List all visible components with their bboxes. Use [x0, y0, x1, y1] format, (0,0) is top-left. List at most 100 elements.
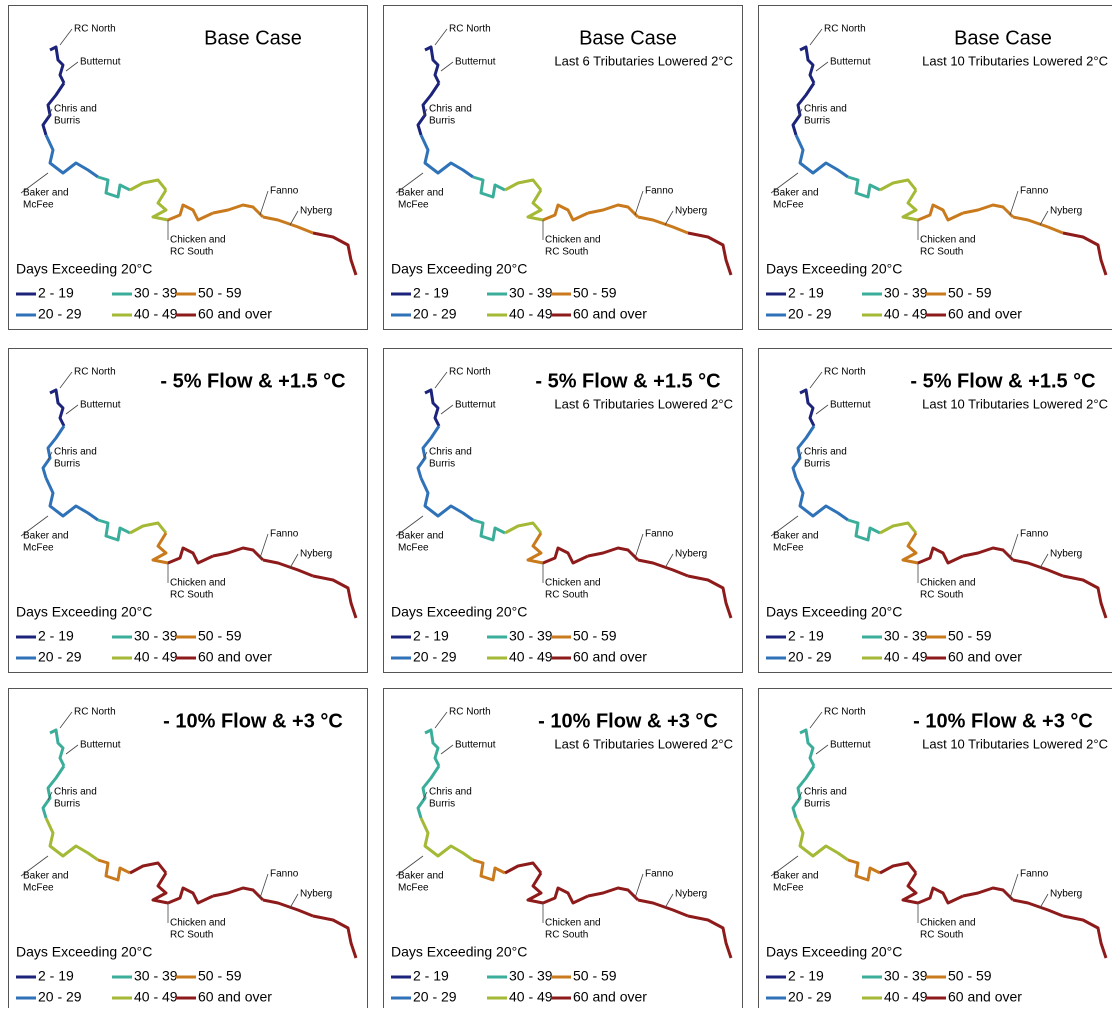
place-label: RC South — [170, 590, 213, 601]
place-label: Baker and — [23, 531, 69, 542]
place-label: Fanno — [270, 529, 299, 540]
legend-label: 30 - 39 — [509, 968, 553, 984]
place-label: Fanno — [645, 869, 674, 880]
place-label: Nyberg — [675, 549, 707, 560]
place-label: Nyberg — [1050, 206, 1082, 217]
legend-title: Days Exceeding 20°C — [766, 944, 902, 960]
legend-label: 40 - 49 — [884, 306, 928, 322]
legend-label: 40 - 49 — [509, 649, 553, 665]
place-label: Burris — [804, 459, 830, 470]
legend-label: 2 - 19 — [38, 285, 74, 301]
legend-label: 20 - 29 — [413, 306, 457, 322]
place-label: McFee — [773, 200, 804, 211]
place-label: Chicken and — [170, 235, 226, 246]
place-label: Nyberg — [300, 549, 332, 560]
place-label: Chicken and — [920, 578, 976, 589]
legend-label: 20 - 29 — [413, 649, 457, 665]
place-label: Chris and — [429, 787, 472, 798]
panel-title: - 10% Flow & +3 °C — [913, 710, 1093, 732]
legend-label: 60 and over — [948, 649, 1022, 665]
place-label: RC North — [449, 24, 491, 35]
place-label: Fanno — [1020, 869, 1049, 880]
legend-label: 40 - 49 — [884, 649, 928, 665]
panel-subtitle: Last 10 Tributaries Lowered 2°C — [922, 736, 1108, 751]
legend-title: Days Exceeding 20°C — [766, 604, 902, 620]
place-label: Chicken and — [170, 918, 226, 929]
place-label: Burris — [804, 799, 830, 810]
place-label: Chicken and — [545, 235, 601, 246]
place-label: RC South — [170, 930, 213, 941]
panel-title: - 10% Flow & +3 °C — [538, 710, 718, 732]
legend-label: 2 - 19 — [38, 968, 74, 984]
place-label: Butternut — [455, 57, 496, 68]
place-label: RC North — [449, 367, 491, 378]
legend-label: 50 - 59 — [948, 628, 992, 644]
place-label: Chris and — [429, 447, 472, 458]
place-label: RC South — [545, 590, 588, 601]
legend-label: 60 and over — [948, 306, 1022, 322]
place-label: McFee — [398, 543, 429, 554]
legend-title: Days Exceeding 20°C — [16, 261, 152, 277]
panel-title: Base Case — [954, 27, 1052, 49]
place-label: Nyberg — [1050, 549, 1082, 560]
place-label: Chris and — [54, 104, 97, 115]
place-label: RC North — [74, 24, 116, 35]
place-label: Nyberg — [675, 206, 707, 217]
place-label: Chris and — [54, 447, 97, 458]
place-label: Burris — [54, 116, 80, 127]
place-label: RC South — [920, 590, 963, 601]
legend-label: 2 - 19 — [413, 628, 449, 644]
legend-label: 50 - 59 — [573, 285, 617, 301]
panel-subtitle: Last 6 Tributaries Lowered 2°C — [554, 736, 733, 751]
legend-label: 50 - 59 — [948, 968, 992, 984]
place-label: RC South — [545, 930, 588, 941]
legend-label: 60 and over — [573, 989, 647, 1005]
panel-border — [9, 349, 368, 673]
place-label: Butternut — [830, 740, 871, 751]
legend-label: 20 - 29 — [38, 989, 82, 1005]
legend-label: 20 - 29 — [38, 649, 82, 665]
place-label: Chris and — [804, 447, 847, 458]
place-label: Chris and — [804, 787, 847, 798]
place-label: Baker and — [23, 871, 69, 882]
place-label: Chicken and — [545, 918, 601, 929]
place-label: Nyberg — [300, 206, 332, 217]
legend-label: 20 - 29 — [38, 306, 82, 322]
panel-subtitle: Last 10 Tributaries Lowered 2°C — [922, 396, 1108, 411]
legend-label: 60 and over — [198, 306, 272, 322]
legend-label: 30 - 39 — [134, 968, 178, 984]
legend-label: 40 - 49 — [509, 306, 553, 322]
legend-label: 30 - 39 — [509, 285, 553, 301]
legend-label: 50 - 59 — [573, 628, 617, 644]
place-label: McFee — [23, 543, 54, 554]
place-label: Nyberg — [300, 889, 332, 900]
place-label: Burris — [429, 116, 455, 127]
legend-label: 50 - 59 — [573, 968, 617, 984]
legend-label: 2 - 19 — [788, 968, 824, 984]
place-label: Chris and — [54, 787, 97, 798]
panel-title: Base Case — [204, 27, 302, 49]
place-label: Burris — [429, 459, 455, 470]
place-label: Butternut — [455, 740, 496, 751]
place-label: RC North — [824, 707, 866, 718]
legend-label: 20 - 29 — [788, 649, 832, 665]
panel-title: Base Case — [579, 27, 677, 49]
legend-label: 20 - 29 — [788, 989, 832, 1005]
legend-label: 30 - 39 — [134, 285, 178, 301]
place-label: McFee — [773, 543, 804, 554]
legend-label: 60 and over — [198, 989, 272, 1005]
place-label: Burris — [54, 799, 80, 810]
place-label: Butternut — [455, 400, 496, 411]
legend-label: 2 - 19 — [788, 285, 824, 301]
place-label: RC South — [920, 930, 963, 941]
place-label: Burris — [804, 116, 830, 127]
place-label: RC North — [449, 707, 491, 718]
place-label: Burris — [54, 459, 80, 470]
place-label: Chicken and — [920, 235, 976, 246]
